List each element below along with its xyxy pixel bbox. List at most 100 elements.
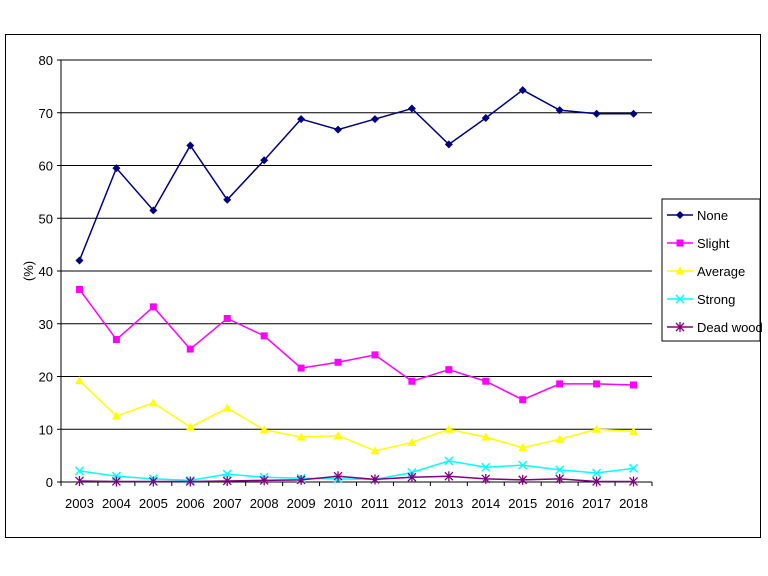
data-point-strong <box>481 462 491 472</box>
x-tick-label: 2013 <box>434 496 463 511</box>
y-tick-labels: 0 10 20 30 40 50 60 70 80 <box>39 53 53 490</box>
x-tick-label: 2011 <box>361 496 389 511</box>
legend-entry-none: None <box>667 208 728 223</box>
data-point-slight <box>445 366 453 374</box>
data-point-dead-wood <box>296 474 306 485</box>
x-tick-label: 2015 <box>508 496 537 511</box>
data-point-none <box>112 164 121 173</box>
data-point-none <box>370 115 379 124</box>
x-tick-label: 2008 <box>250 496 279 511</box>
x-tick-label: 2009 <box>287 496 316 511</box>
x-tick-label: 2004 <box>102 496 131 511</box>
data-point-strong <box>629 463 639 473</box>
y-tick-label: 80 <box>39 53 53 68</box>
data-point-strong <box>222 469 232 479</box>
data-point-dead-wood <box>222 475 232 486</box>
data-point-dead-wood <box>185 476 195 487</box>
data-point-dead-wood <box>259 475 269 486</box>
series-line-dead-wood <box>79 475 634 483</box>
data-point-none <box>149 206 158 215</box>
data-point-none <box>186 141 195 150</box>
data-point-dead-wood <box>148 476 158 487</box>
legend-entry-dead-wood: Dead wood <box>667 320 763 335</box>
y-tick-label: 0 <box>46 475 53 490</box>
data-point-none <box>334 125 343 134</box>
y-tick-label: 60 <box>39 159 53 174</box>
data-point-strong <box>592 468 602 478</box>
series-strong <box>74 456 639 485</box>
data-point-none <box>407 104 416 113</box>
legend-label: None <box>697 208 728 223</box>
data-point-strong <box>518 460 528 470</box>
x-tick-label: 2005 <box>139 496 168 511</box>
data-point-none <box>555 106 564 115</box>
data-point-none <box>518 86 527 95</box>
data-point-none <box>592 109 601 118</box>
x-tick-label: 2016 <box>545 496 574 511</box>
data-point-none <box>260 156 269 165</box>
x-tick-label: 2006 <box>176 496 205 511</box>
data-point-average <box>111 411 121 420</box>
data-point-dead-wood <box>518 474 528 485</box>
series-line-none <box>78 89 634 261</box>
data-point-strong <box>74 466 84 476</box>
series-line-strong <box>79 460 634 482</box>
x-tick-label: 2007 <box>213 496 242 511</box>
data-point-average <box>259 425 269 434</box>
series-average <box>74 376 639 455</box>
series-none <box>75 86 638 265</box>
data-point-average <box>407 437 417 446</box>
y-tick-label: 50 <box>39 211 53 226</box>
data-point-slight <box>593 380 601 388</box>
data-point-average <box>296 432 306 441</box>
data-point-strong <box>444 456 454 466</box>
data-point-slight <box>334 358 342 366</box>
legend-swatch-marker <box>676 239 684 247</box>
legend-label: Strong <box>697 292 735 307</box>
data-point-slight <box>260 332 268 340</box>
data-point-none <box>444 140 453 149</box>
legend-label: Slight <box>697 236 730 251</box>
series-line-average <box>78 380 634 452</box>
series-line-slight <box>78 289 634 401</box>
data-point-none <box>481 114 490 123</box>
data-point-average <box>555 434 565 443</box>
data-point-slight <box>75 285 83 293</box>
data-point-slight <box>149 303 157 311</box>
legend: None Slight Average Strong Dead wood <box>661 198 763 342</box>
legend-swatch-marker <box>675 294 685 304</box>
data-point-none <box>629 109 638 118</box>
data-point-slight <box>371 351 379 359</box>
legend-entry-slight: Slight <box>667 236 730 251</box>
data-point-average <box>629 426 639 435</box>
data-point-average <box>518 443 528 452</box>
data-point-slight <box>408 377 416 385</box>
legend-swatch-marker <box>675 266 685 275</box>
data-point-average <box>592 424 602 433</box>
y-tick-label: 70 <box>39 106 53 121</box>
legend-entry-average: Average <box>667 264 745 279</box>
data-point-slight <box>223 314 231 322</box>
data-point-average <box>481 432 491 441</box>
x-tick-labels: 2003 2004 2005 2006 2007 2008 2009 2010 2011 2012… <box>65 496 648 511</box>
x-tick-label: 2012 <box>397 496 426 511</box>
legend-label: Dead wood <box>697 320 763 335</box>
data-point-none <box>223 195 232 204</box>
data-point-average <box>185 422 195 431</box>
gridlines <box>61 59 652 430</box>
data-point-average <box>222 403 232 412</box>
data-point-dead-wood <box>444 471 454 482</box>
data-point-average <box>370 446 380 455</box>
data-point-none <box>75 256 84 265</box>
data-point-slight <box>482 377 490 385</box>
data-point-slight <box>112 336 120 344</box>
data-point-dead-wood <box>407 472 417 483</box>
legend-entry-strong: Strong <box>667 292 735 307</box>
data-point-strong <box>555 465 565 475</box>
data-point-average <box>444 424 454 433</box>
data-point-average <box>74 376 84 385</box>
data-point-dead-wood <box>481 473 491 484</box>
data-point-dead-wood <box>333 471 343 482</box>
data-point-none <box>297 115 306 124</box>
